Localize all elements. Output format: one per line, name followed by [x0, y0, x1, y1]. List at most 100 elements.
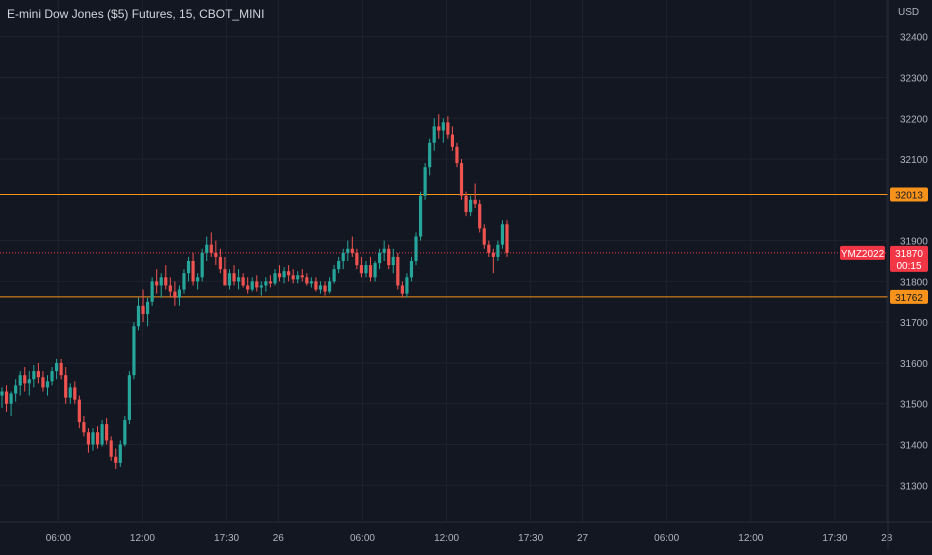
candle [145, 297, 150, 327]
candle-body [337, 261, 341, 270]
candle-body [332, 269, 336, 282]
candle [218, 248, 222, 274]
candle [246, 277, 250, 294]
candle-body [268, 281, 273, 284]
candle-body [82, 422, 86, 433]
candle-body [277, 273, 282, 278]
candle-body [441, 122, 445, 131]
y-tick-label: 32200 [900, 114, 928, 125]
candle [305, 273, 309, 286]
candle [450, 126, 454, 151]
candle-body [409, 261, 414, 278]
candle [86, 428, 91, 453]
currency-label: USD [898, 7, 919, 18]
candle-body [23, 375, 27, 384]
candle-body [136, 305, 141, 327]
candle-body [18, 375, 22, 386]
candle [9, 391, 13, 416]
candle [350, 236, 354, 257]
candle [18, 371, 22, 396]
candle [318, 281, 323, 294]
candle [182, 269, 186, 294]
candle-body [141, 305, 145, 315]
x-tick-label: 28 [881, 533, 893, 544]
candle-body [305, 277, 309, 284]
candle-body [423, 167, 427, 196]
candle [355, 248, 359, 270]
candle [105, 418, 109, 445]
candle-body [378, 252, 382, 264]
candle-body [368, 265, 373, 278]
candle-body [86, 432, 91, 445]
candle [277, 265, 282, 282]
candle [136, 297, 141, 331]
candle [341, 248, 345, 270]
candle [391, 248, 395, 274]
candle-body [291, 275, 295, 280]
candle [414, 232, 418, 266]
candle [196, 273, 200, 290]
candle [0, 387, 4, 408]
level-badge-label: 32013 [895, 191, 923, 202]
x-tick-label: 12:00 [434, 533, 459, 544]
candle-body [41, 377, 45, 388]
candle-body [227, 273, 232, 286]
candle-body [114, 456, 118, 463]
candle [45, 375, 50, 396]
candle [323, 281, 327, 296]
candle-body [309, 281, 313, 284]
y-tick-label: 31800 [900, 277, 928, 288]
y-tick-label: 32300 [900, 73, 928, 84]
candle [250, 277, 254, 292]
candle-body [4, 391, 9, 404]
candle [287, 265, 291, 282]
candle-body [214, 252, 218, 257]
candle-body [236, 277, 241, 282]
candle-body [186, 261, 191, 274]
horizontal-levels[interactable] [0, 194, 888, 298]
candle [428, 138, 432, 176]
candle-body [155, 281, 159, 286]
candle-body [387, 248, 391, 266]
candle-body [232, 273, 236, 282]
candle [464, 191, 468, 217]
candle-body [359, 265, 364, 274]
y-tick-label: 31500 [900, 400, 928, 411]
candle-body [364, 265, 368, 274]
last-price-label: 31870 [895, 249, 923, 260]
candle [159, 273, 163, 298]
candle [309, 277, 313, 288]
chart-title: E-mini Dow Jones ($5) Futures, 15, CBOT_… [7, 7, 265, 21]
candle [141, 289, 145, 323]
y-tick-label: 31600 [900, 359, 928, 370]
x-tick-label: 12:00 [738, 533, 763, 544]
candle-body [382, 248, 386, 253]
candle-body [196, 277, 200, 282]
candle [236, 269, 241, 290]
candle-body [455, 146, 459, 164]
candle [259, 281, 263, 296]
x-tick-label: 06:00 [654, 533, 679, 544]
candle [64, 367, 68, 404]
candle-body [191, 261, 195, 282]
candle-body [105, 424, 109, 441]
candle [314, 277, 318, 292]
candle [91, 428, 95, 451]
candle-body [437, 126, 441, 131]
candle-body [73, 387, 77, 400]
candle-body [168, 285, 172, 292]
y-tick-label: 31700 [900, 318, 928, 329]
candle [373, 261, 377, 282]
candle-body [282, 271, 286, 278]
candle-body [505, 224, 509, 253]
candle [482, 224, 486, 249]
candle [364, 261, 368, 278]
candle [332, 265, 336, 284]
candle-body [91, 432, 95, 445]
candle-body [491, 252, 495, 257]
candle-body [64, 375, 68, 398]
candle-body [9, 393, 13, 404]
symbol-badge-label: YMZ2022 [841, 249, 885, 260]
